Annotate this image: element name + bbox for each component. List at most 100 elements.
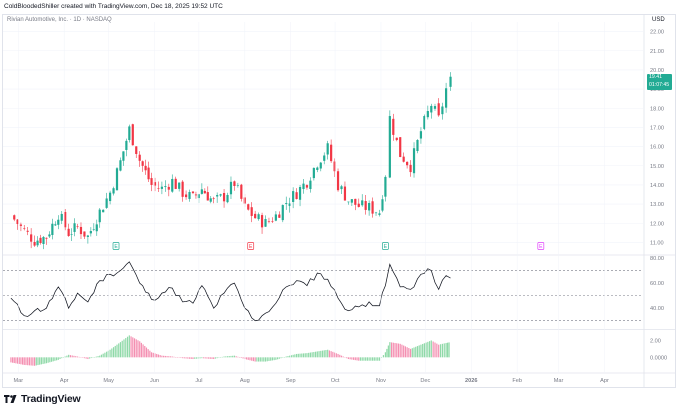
time-tick-label: 2026	[465, 378, 477, 384]
histogram-bar	[126, 336, 129, 358]
candle-down	[295, 192, 298, 200]
candle-up	[281, 205, 284, 221]
histogram-bar	[340, 355, 343, 358]
symbol-title[interactable]: Rivian Automotive, Inc. · 1D · NASDAQ	[7, 17, 112, 23]
candle-up	[309, 180, 312, 190]
histogram-bar	[280, 357, 282, 359]
histogram-bar	[156, 353, 158, 358]
histogram-bar	[387, 345, 389, 358]
histogram-bar	[45, 357, 48, 364]
histogram-bar	[199, 357, 201, 359]
histogram-bar	[237, 356, 239, 358]
histogram-bar	[268, 357, 270, 361]
histogram-bar	[99, 355, 101, 358]
candle-down	[83, 231, 86, 237]
candle-up	[102, 209, 105, 213]
histogram-bar	[363, 357, 365, 361]
candle-down	[150, 178, 153, 185]
histogram-bar	[423, 343, 425, 358]
candle-up	[433, 106, 437, 109]
candle-up	[70, 233, 73, 235]
candle-down	[45, 237, 48, 239]
tradingview-branding[interactable]: TradingView	[4, 393, 81, 405]
histogram-bar	[273, 357, 275, 361]
candle-up	[388, 116, 391, 178]
histogram-bar	[427, 341, 429, 358]
candle-down	[13, 215, 16, 220]
candle-down	[233, 181, 236, 187]
histogram-bar	[106, 351, 108, 358]
histogram-bar	[37, 357, 39, 366]
candle-down	[33, 241, 36, 246]
candle-down	[392, 118, 395, 135]
candle-up	[86, 235, 89, 237]
histogram-bar	[25, 357, 27, 366]
candle-up	[188, 191, 191, 199]
histogram-bar	[406, 347, 408, 358]
histogram-bar	[302, 353, 305, 358]
currency-label[interactable]: USD	[652, 17, 665, 23]
histogram-tick-label: 2.00	[650, 338, 661, 344]
histogram-bar	[327, 349, 329, 358]
earnings-marker	[537, 242, 545, 250]
histogram-bar	[384, 352, 387, 358]
last-price-tag: 19.41 01:07:45	[647, 74, 672, 90]
histogram-bar	[361, 357, 363, 361]
histogram-bar	[183, 357, 185, 359]
candle-up	[216, 195, 219, 197]
histogram-bar	[188, 357, 191, 359]
histogram-bar	[173, 356, 175, 358]
histogram-bar	[399, 343, 401, 358]
candle-down	[184, 194, 188, 198]
rsi-tick-label: 80.00	[650, 256, 664, 262]
candle-up	[36, 240, 39, 246]
histogram-bar	[309, 352, 312, 358]
candle-down	[409, 164, 412, 173]
histogram-bar	[352, 357, 355, 360]
price-tick-label: 19.00	[650, 87, 664, 93]
candle-up	[384, 176, 387, 197]
time-tick-label: Apr	[600, 378, 609, 384]
histogram-bar	[263, 357, 265, 362]
histogram-bar	[320, 350, 322, 358]
histogram-bar	[44, 357, 46, 364]
histogram-bar	[13, 357, 15, 364]
histogram-bar	[213, 357, 215, 360]
candle-up	[112, 188, 115, 194]
histogram-bar	[318, 351, 320, 358]
histogram-bar	[314, 351, 317, 358]
histogram-bar	[365, 357, 367, 361]
histogram-bar	[21, 357, 24, 365]
chart-frame[interactable]	[2, 14, 676, 388]
histogram-bar	[109, 349, 111, 358]
histogram-bar	[422, 343, 424, 358]
candle-up	[378, 213, 381, 215]
histogram-bar	[295, 353, 298, 358]
histogram-bar	[192, 357, 194, 360]
candle-down	[144, 165, 147, 171]
candle-down	[206, 192, 209, 201]
histogram-bar	[201, 357, 203, 359]
histogram-bar	[228, 356, 230, 358]
histogram-bar	[278, 357, 280, 359]
histogram-bar	[233, 355, 236, 358]
histogram-bar	[299, 353, 301, 358]
candle-up	[430, 105, 433, 113]
candle-up	[125, 140, 128, 150]
candle-up	[105, 198, 108, 208]
histogram-bar	[370, 357, 372, 361]
histogram-bar	[28, 357, 31, 366]
histogram-bar	[125, 338, 127, 358]
histogram-bar	[354, 357, 356, 361]
earnings-marker-label: E	[114, 244, 118, 250]
histogram-bar	[171, 356, 173, 358]
candle-up	[323, 155, 326, 161]
price-tick-label: 22.00	[650, 30, 664, 36]
candle-down	[141, 161, 144, 166]
histogram-bar	[190, 357, 192, 359]
histogram-bar	[152, 352, 154, 358]
histogram-bar	[290, 355, 293, 358]
candle-down	[406, 161, 409, 166]
histogram-bar	[180, 357, 182, 358]
